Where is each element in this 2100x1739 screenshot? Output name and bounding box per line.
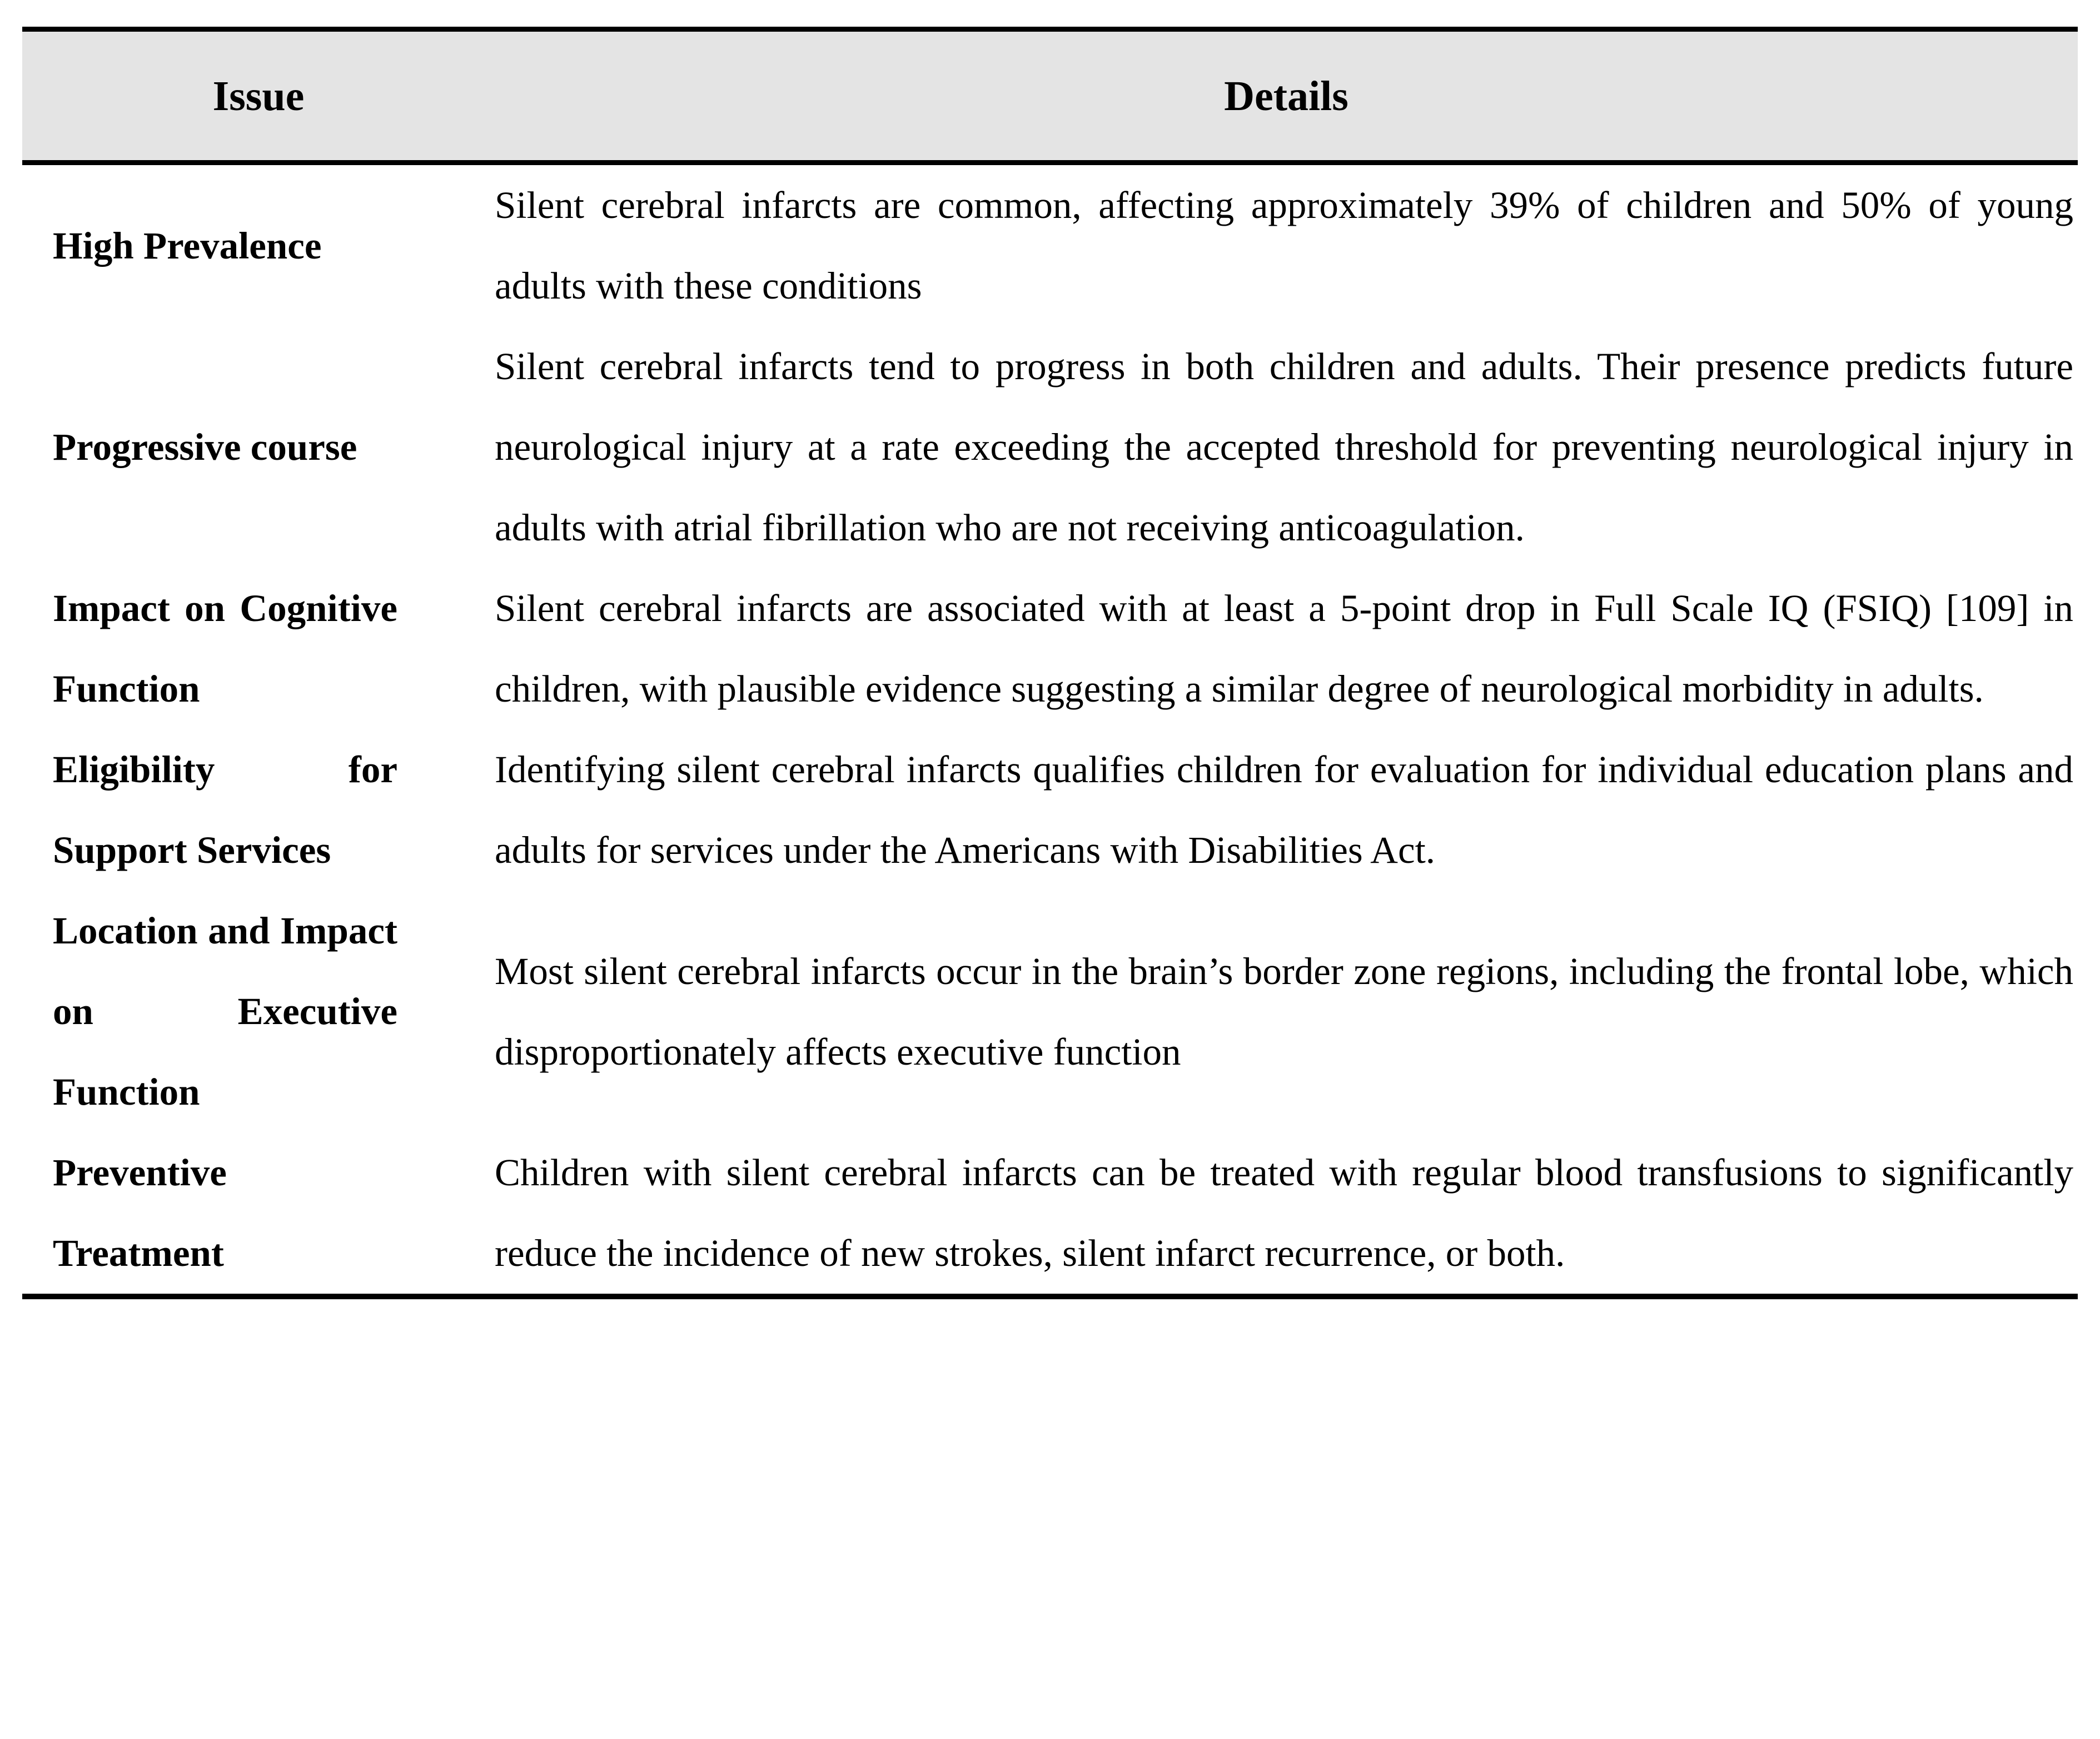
details-cell-preventive-treatment: Children with silent cerebral infarcts c… xyxy=(495,1151,2073,1274)
issue-cell-location-executive-function: Location and Impact on Executive Functio… xyxy=(53,910,397,1113)
table-row: Location and Impact on Executive Functio… xyxy=(22,891,2078,1132)
column-header-details: Details xyxy=(495,29,2078,165)
details-cell-location-executive-function: Most silent cerebral infarcts occur in t… xyxy=(495,950,2073,1073)
details-cell-eligibility-support-services: Identifying silent cerebral infarcts qua… xyxy=(495,748,2073,871)
details-cell-progressive-course: Silent cerebral infarcts tend to progres… xyxy=(495,345,2073,549)
table-body: High Prevalence Silent cerebral infarcts… xyxy=(22,163,2078,1297)
issue-cell-impact-cognitive-function: Impact on Cognitive Function xyxy=(53,587,397,710)
table-row: High Prevalence Silent cerebral infarcts… xyxy=(22,163,2078,327)
column-header-issue: Issue xyxy=(22,29,495,165)
table-row: Progressive course Silent cerebral infar… xyxy=(22,326,2078,568)
details-cell-impact-cognitive-function: Silent cerebral infarcts are associated … xyxy=(495,587,2073,710)
header-row: Issue Details xyxy=(22,29,2078,165)
details-cell-high-prevalence: Silent cerebral infarcts are common, aff… xyxy=(495,184,2073,307)
table-row: Eligibility for Support Services Identif… xyxy=(22,729,2078,891)
issues-details-table: Issue Details High Prevalence Silent cer… xyxy=(22,27,2078,1299)
issue-cell-progressive-course: Progressive course xyxy=(53,426,357,468)
issue-cell-eligibility-support-services: Eligibility for Support Services xyxy=(53,748,397,871)
issues-details-table-container: Issue Details High Prevalence Silent cer… xyxy=(22,27,2078,1299)
table-header: Issue Details xyxy=(22,29,2078,165)
issue-cell-preventive-treatment: Preventive Treatment xyxy=(53,1151,227,1274)
table-row: Preventive Treatment Children with silen… xyxy=(22,1132,2078,1296)
issue-cell-high-prevalence: High Prevalence xyxy=(53,224,322,267)
table-row: Impact on Cognitive Function Silent cere… xyxy=(22,568,2078,729)
